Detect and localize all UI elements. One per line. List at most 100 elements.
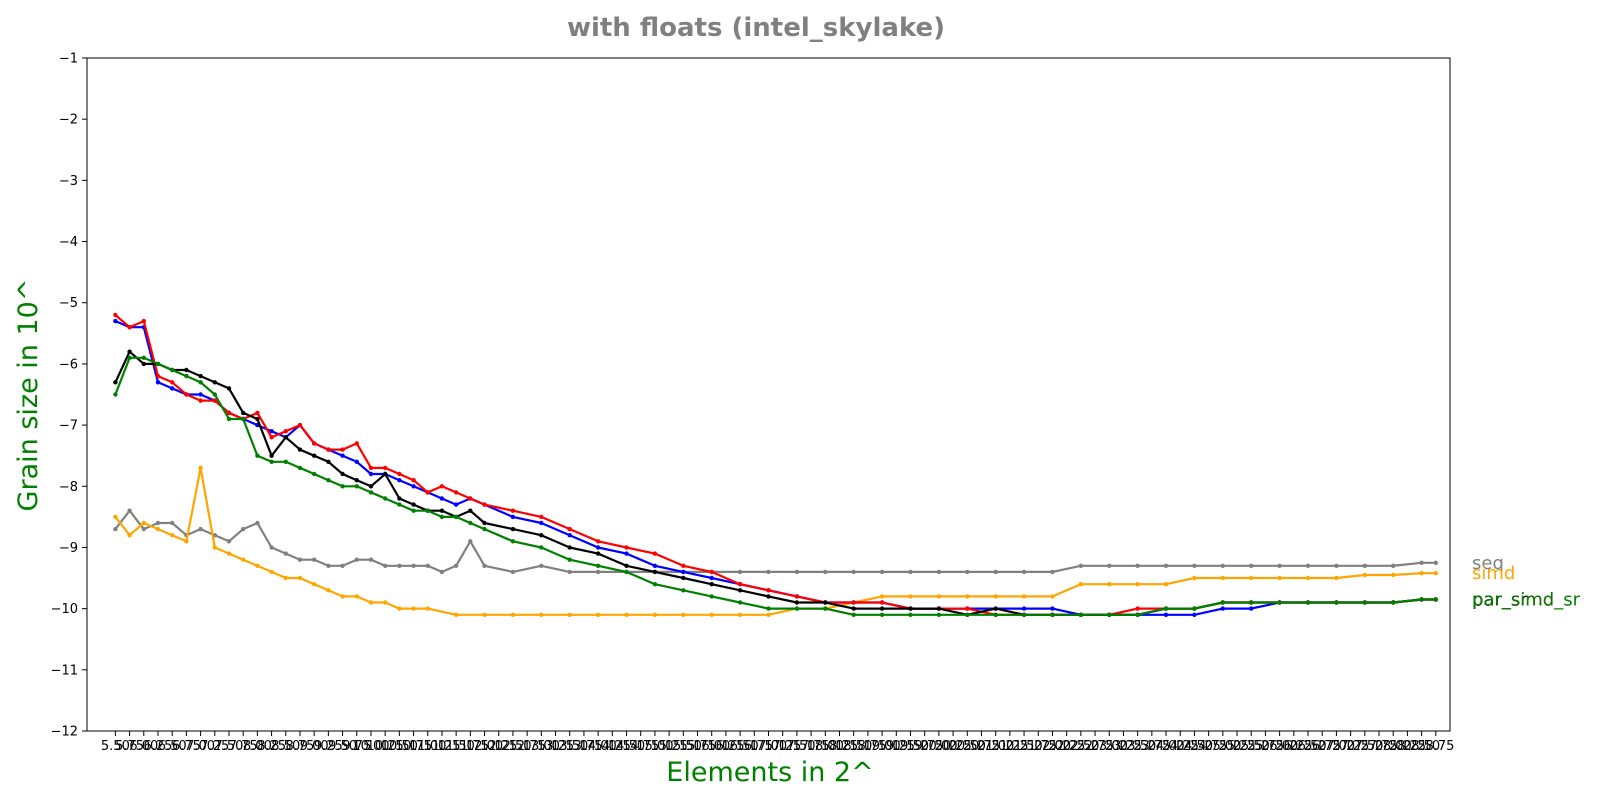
data-point xyxy=(908,594,913,599)
data-point xyxy=(766,612,771,617)
data-point xyxy=(453,502,459,507)
x-tick-label: 24.75 xyxy=(1190,739,1227,754)
data-point xyxy=(439,508,445,513)
data-point xyxy=(567,557,572,562)
data-point xyxy=(425,563,430,568)
data-point xyxy=(226,551,232,556)
y-axis: −12 −11 −10 −9 −8 −7 −6 −5 −4 −3 −2 −1 xyxy=(51,52,87,740)
data-point xyxy=(269,569,274,575)
data-point xyxy=(1391,563,1396,568)
data-point xyxy=(879,606,885,611)
data-point xyxy=(1305,575,1311,581)
data-point xyxy=(539,514,544,520)
data-point xyxy=(198,398,203,403)
data-point xyxy=(354,459,359,464)
data-point xyxy=(170,386,175,391)
data-point xyxy=(482,526,487,532)
x-tick-label: 12.25 xyxy=(480,739,517,754)
x-tick-label: 27.00 xyxy=(1318,739,1355,754)
series-line-seq xyxy=(114,509,1436,574)
data-point xyxy=(340,563,345,568)
data-point xyxy=(1220,606,1226,611)
data-point xyxy=(468,508,473,513)
x-tick-label: 19.25 xyxy=(878,739,915,754)
data-point xyxy=(1362,563,1368,568)
x-axis: 5.505.756.006.256.506.757.007.257.507.75… xyxy=(101,731,1454,754)
x-tick-label: 23.00 xyxy=(1091,739,1128,754)
data-point xyxy=(269,453,274,458)
x-tick-label: 7.50 xyxy=(215,739,244,754)
data-point xyxy=(269,459,274,464)
data-point xyxy=(184,373,189,379)
x-tick-label: 18.75 xyxy=(849,739,886,754)
data-point xyxy=(510,569,516,575)
x-tick-label: 26.75 xyxy=(1304,739,1341,754)
x-tick-label: 10.00 xyxy=(352,739,389,754)
x-tick-label: 27.50 xyxy=(1346,739,1383,754)
data-point xyxy=(1391,572,1396,578)
data-point xyxy=(1249,600,1254,605)
x-tick-label: 14.25 xyxy=(594,739,631,754)
x-tick-label: 10.25 xyxy=(367,739,404,754)
y-tick-label: −10 xyxy=(51,602,78,617)
data-point xyxy=(155,520,161,526)
data-point xyxy=(184,392,189,397)
data-point xyxy=(709,594,714,599)
data-point xyxy=(681,588,686,593)
data-point xyxy=(468,539,473,544)
x-tick-label: 10.75 xyxy=(395,739,432,754)
data-point xyxy=(354,594,359,599)
data-point xyxy=(595,563,601,568)
data-point xyxy=(567,545,572,550)
data-point xyxy=(283,551,288,556)
data-point xyxy=(340,471,345,477)
data-point xyxy=(283,435,288,440)
data-point xyxy=(1107,612,1112,617)
data-point xyxy=(241,410,246,416)
data-point xyxy=(1249,563,1254,568)
data-point xyxy=(539,545,544,550)
data-point xyxy=(737,569,743,575)
series-line-par-simd-sr xyxy=(114,356,1436,616)
data-point xyxy=(1419,560,1424,565)
y-tick-label: −11 xyxy=(51,663,78,678)
chart-title: with floats (intel_skylake) xyxy=(567,13,945,43)
x-tick-label: 20.50 xyxy=(949,739,986,754)
y-axis-label: Grain size in 10^ xyxy=(13,279,44,512)
data-point xyxy=(1220,600,1226,605)
x-tick-label: 18.00 xyxy=(807,739,844,754)
data-point xyxy=(1305,563,1311,568)
data-point xyxy=(326,588,331,593)
x-tick-label: 25.00 xyxy=(1204,739,1241,754)
data-point xyxy=(255,416,260,422)
data-point xyxy=(936,612,942,617)
x-tick-label: 14.00 xyxy=(580,739,617,754)
data-point xyxy=(1277,600,1282,605)
data-point xyxy=(737,582,743,587)
x-tick-label: 7.00 xyxy=(186,739,215,754)
data-point xyxy=(269,429,274,434)
x-tick-label: 7.25 xyxy=(200,739,229,754)
data-point xyxy=(368,484,374,489)
x-tick-label: 25.50 xyxy=(1233,739,1270,754)
data-point xyxy=(155,380,161,385)
data-point xyxy=(226,386,232,391)
data-point xyxy=(1135,563,1140,568)
data-point xyxy=(283,459,288,464)
data-point xyxy=(1021,594,1027,599)
y-tick-label: −12 xyxy=(51,725,78,740)
data-point xyxy=(212,545,217,550)
x-tick-label: 5.50 xyxy=(101,739,130,754)
data-point xyxy=(595,551,601,556)
x-tick-label: 20.00 xyxy=(920,739,957,754)
data-point xyxy=(383,471,388,477)
data-point xyxy=(241,557,246,562)
data-point xyxy=(397,563,402,568)
data-point xyxy=(681,569,686,575)
data-point xyxy=(879,594,885,599)
y-tick-label: −7 xyxy=(59,419,78,434)
data-point xyxy=(1135,582,1140,587)
x-tick-label: 13.00 xyxy=(523,739,560,754)
data-point xyxy=(1078,612,1084,617)
